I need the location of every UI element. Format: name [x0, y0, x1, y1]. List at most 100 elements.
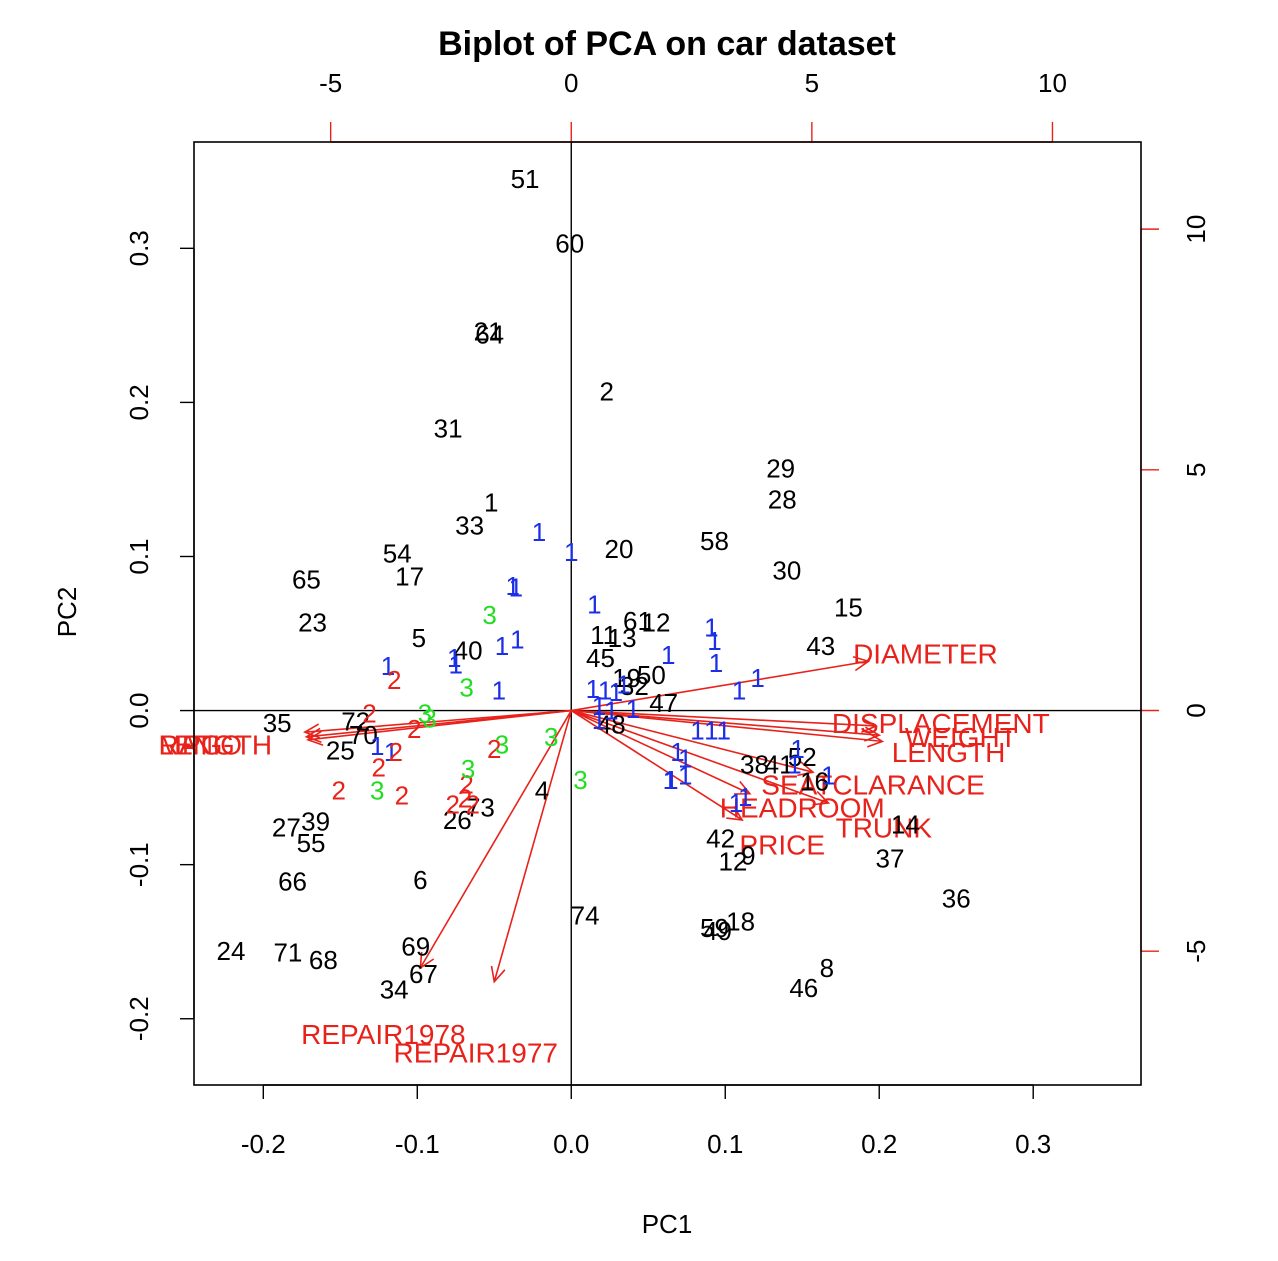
observation-label: 1 — [690, 716, 704, 746]
loading-arrow-head — [861, 717, 878, 733]
right-axis-tick-label: 10 — [1181, 215, 1211, 244]
observation-label: 1 — [609, 677, 623, 707]
observation-label: 1 — [626, 694, 640, 724]
observation-label: 2 — [388, 737, 402, 767]
loading-arrow-shaft — [570, 709, 743, 821]
left-axis-tick-label: 0.1 — [124, 538, 154, 574]
observation-label: 1 — [704, 612, 718, 642]
plot-frame — [193, 141, 1142, 1086]
observation-label: 1 — [704, 716, 718, 746]
loading-label: DIAMETER — [853, 639, 998, 670]
observation-label: 13 — [608, 623, 637, 653]
observation-label: 48 — [597, 709, 626, 739]
observation-label: 29 — [766, 454, 795, 484]
observation-label: 12 — [641, 608, 670, 638]
observation-label: 21 — [474, 317, 503, 347]
observation-label: 54 — [383, 538, 412, 568]
observation-label: 1 — [592, 691, 606, 721]
loading-label: REPAIR1978 — [301, 1019, 465, 1050]
observation-label: 3 — [418, 699, 432, 729]
loading-arrow-shaft — [571, 709, 883, 743]
observation-label: 67 — [409, 959, 438, 989]
observation-label: 1 — [587, 589, 601, 619]
y-axis-label: PC2 — [52, 587, 82, 638]
observation-label: 59 — [700, 913, 729, 943]
observation-label: 17 — [395, 562, 424, 592]
loading-arrow-head — [812, 791, 831, 806]
observation-label: 64 — [475, 320, 504, 350]
observation-label: 1 — [492, 676, 506, 706]
top-axis-tick-label: 5 — [805, 68, 819, 98]
loading-arrow-head — [733, 780, 752, 795]
observation-label: 1 — [598, 676, 612, 706]
loading-label: RATIO — [159, 729, 242, 760]
bottom-axis-tick-label: -0.2 — [241, 1129, 286, 1159]
observation-label: 14 — [891, 810, 920, 840]
loading-arrow-head — [490, 965, 506, 984]
observation-label: 20 — [605, 534, 634, 564]
observation-label: 1 — [604, 696, 618, 726]
observation-label: 42 — [706, 823, 735, 853]
observation-label: 43 — [806, 631, 835, 661]
loading-label: LENGTH — [892, 737, 1006, 768]
observation-label: 68 — [309, 945, 338, 975]
observation-label: 1 — [661, 640, 675, 670]
observation-label: 45 — [586, 643, 615, 673]
loading-label: SEATCLARANCE — [761, 770, 985, 801]
observation-label: 2 — [372, 753, 386, 783]
observation-label: 3 — [422, 703, 436, 733]
observation-label: 2 — [387, 665, 401, 695]
left-axis-tick-label: 0.2 — [124, 384, 154, 420]
observation-label: 8 — [820, 953, 834, 983]
observation-label: 5 — [412, 623, 426, 653]
loading-arrow-head — [304, 727, 322, 744]
observation-label: 1 — [509, 572, 523, 602]
observation-label: 1 — [449, 649, 463, 679]
left-axis-tick-label: 0.3 — [124, 230, 154, 266]
observation-label: 25 — [326, 736, 355, 766]
observation-label: 16 — [800, 766, 829, 796]
observation-label: 3 — [573, 765, 587, 795]
loading-label: HEADROOM — [720, 793, 885, 824]
observation-label: 1 — [447, 643, 461, 673]
loading-arrow-shaft — [571, 709, 877, 727]
observation-label: 1 — [821, 760, 835, 790]
observation-label: 70 — [349, 720, 378, 750]
loading-label: DISPLACEMENT — [832, 708, 1050, 739]
chart-title: Biplot of PCA on car dataset — [438, 25, 896, 63]
observation-label: 4 — [535, 776, 549, 806]
loading-arrow-shaft — [307, 709, 572, 741]
loading-arrow-head — [867, 732, 885, 748]
right-axis-tick-label: -5 — [1181, 940, 1211, 963]
observation-label: 23 — [298, 608, 327, 638]
observation-label: 2 — [599, 377, 613, 407]
bottom-axis-tick-label: 0.1 — [707, 1129, 743, 1159]
observation-label: 1 — [664, 765, 678, 795]
observation-label: 3 — [495, 729, 509, 759]
observation-label: 26 — [443, 805, 472, 835]
loading-arrow-head — [852, 655, 871, 672]
observation-label: 1 — [586, 674, 600, 704]
loading-label: TRUNK — [836, 813, 933, 844]
observation-label: 1 — [729, 788, 743, 818]
observation-label: 1 — [484, 488, 498, 518]
observation-label: 1 — [709, 648, 723, 678]
top-axis-tick-label: -5 — [319, 68, 342, 98]
bottom-axis-tick-label: 0.3 — [1015, 1129, 1051, 1159]
observation-label: 61 — [623, 606, 652, 636]
loading-arrow-shaft — [419, 710, 572, 969]
loading-label: WEIGHT — [905, 722, 1017, 753]
observation-label: 32 — [620, 671, 649, 701]
observation-label: 19 — [612, 663, 641, 693]
observation-label: 2 — [487, 734, 501, 764]
observation-label: 41 — [765, 750, 794, 780]
observation-label: 3 — [482, 600, 496, 630]
loading-arrow-head — [726, 805, 744, 821]
observation-label: 1 — [564, 537, 578, 567]
observation-label: 6 — [413, 865, 427, 895]
observation-label: 18 — [726, 907, 755, 937]
observation-label: 3 — [459, 672, 473, 702]
